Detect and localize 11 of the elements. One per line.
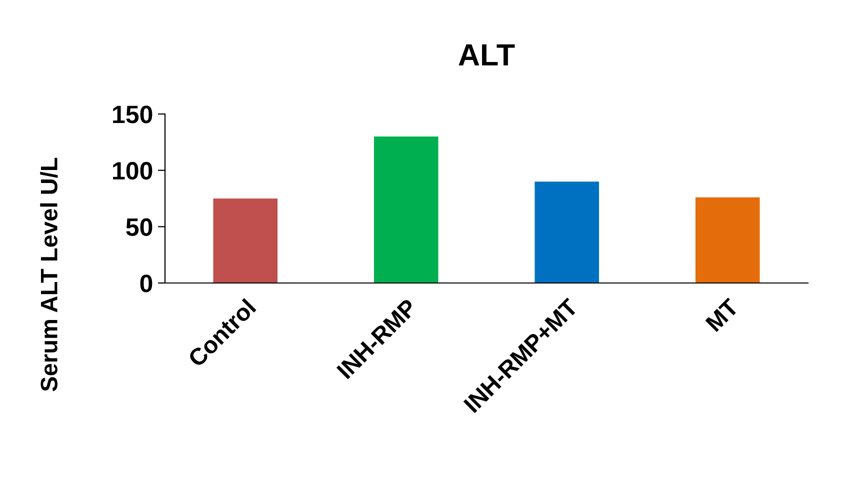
bar: [213, 198, 278, 283]
y-axis-title: Serum ALT Level U/L: [40, 158, 58, 392]
y-tick-label: 50: [126, 218, 152, 236]
bar: [534, 182, 600, 283]
chart-title: ALT: [458, 44, 515, 66]
y-tick-label: 150: [113, 106, 152, 124]
y-tick-label: 0: [140, 274, 152, 292]
y-tick-label: 100: [113, 162, 152, 180]
bar: [374, 136, 438, 283]
bar: [695, 197, 760, 283]
x-tick-label: MT: [705, 298, 740, 332]
